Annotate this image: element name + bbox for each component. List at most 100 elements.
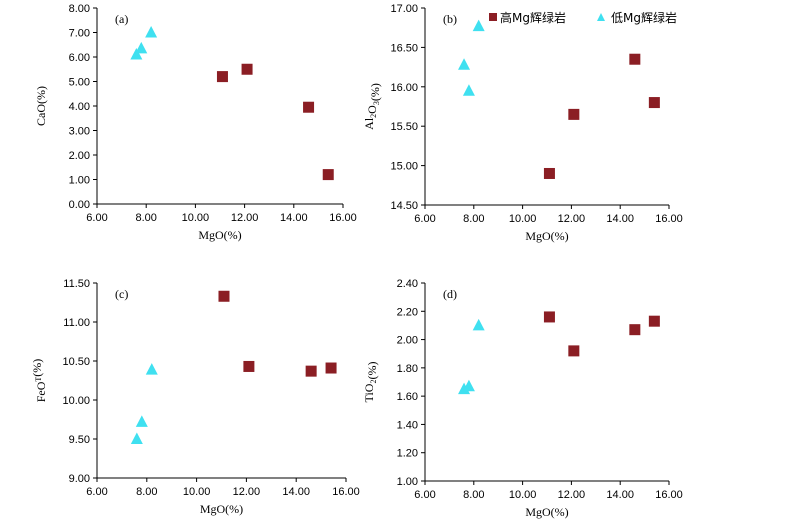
y-tick-label: 15.50 (390, 121, 418, 133)
x-tick-label: 10.00 (182, 212, 210, 224)
chart-panel-3: 9.00 9.50 10.00 10.50 11.00 11.50 6.00 8.00 10.0… (30, 278, 360, 516)
data-point-low-mg (145, 363, 158, 375)
data-point-high-mg (629, 324, 641, 336)
data-point-high-mg (241, 63, 253, 75)
chart-panel-1: 0.00 1.00 2.00 3.00 4.00 5.00 6.00 7.00 8.00 6.00… (34, 3, 357, 242)
legend: 高Mg辉绿岩 低Mg辉绿岩 (489, 10, 677, 25)
x-tick-label: 16.00 (332, 486, 360, 498)
y-tick-label: 11.00 (63, 317, 90, 329)
data-point-low-mg (135, 41, 148, 54)
panel-label: (d) (443, 287, 457, 301)
chart-panel-4: 1.00 1.20 1.40 1.60 1.80 2.00 2.20 2.40 6.00 8.00… (362, 278, 683, 519)
y-tick-label: 6.00 (69, 52, 90, 64)
y-tick-label: 7.00 (69, 28, 90, 40)
data-point-high-mg (322, 169, 334, 181)
legend-high-marker (489, 13, 497, 21)
y-tick-label: 1.40 (397, 419, 418, 431)
y-tick-label: 5.00 (69, 77, 90, 89)
y-tick-label: 3.00 (69, 126, 90, 138)
x-axis-label: MgO(%) (525, 505, 568, 519)
panel-label: (c) (115, 287, 128, 301)
data-point-low-mg (458, 58, 471, 70)
x-tick-label: 14.00 (606, 489, 634, 501)
data-point-low-mg (145, 26, 158, 38)
data-point-high-mg (648, 97, 660, 109)
y-axis-label: TiO2(%) (362, 362, 379, 403)
y-tick-label: 15.00 (390, 161, 418, 173)
y-axis-label: Al2O3(%) (362, 83, 382, 130)
y-tick-label: 1.60 (397, 391, 418, 403)
x-tick-label: 8.00 (136, 486, 157, 498)
x-axis-label: MgO(%) (198, 228, 241, 242)
y-tick-label: 2.00 (397, 335, 418, 347)
x-tick-label: 6.00 (414, 213, 435, 225)
panel-label: (a) (115, 12, 128, 26)
x-tick-label: 6.00 (86, 212, 107, 224)
x-tick-label: 6.00 (86, 486, 107, 498)
x-tick-label: 12.00 (558, 213, 586, 225)
y-tick-label: 16.50 (390, 42, 418, 54)
x-tick-label: 16.00 (655, 489, 683, 501)
data-point-high-mg (218, 290, 230, 302)
x-axis-label: MgO(%) (525, 229, 568, 243)
legend-low-marker (597, 13, 605, 21)
x-tick-label: 14.00 (606, 213, 634, 225)
y-axis-label: CaO(%) (34, 86, 48, 126)
x-tick-label: 12.00 (558, 489, 586, 501)
y-tick-label: 14.50 (390, 200, 418, 212)
y-tick-label: 9.50 (69, 434, 90, 446)
data-point-low-mg (472, 318, 485, 331)
y-tick-label: 9.00 (69, 473, 90, 485)
y-tick-label: 1.00 (397, 476, 418, 488)
x-tick-label: 14.00 (280, 212, 308, 224)
data-point-low-mg (135, 415, 148, 427)
y-tick-label: 10.50 (62, 356, 90, 368)
y-tick-label: 11.50 (63, 278, 90, 290)
data-point-high-mg (303, 101, 315, 113)
y-axis-label: FeOT(%) (30, 359, 48, 403)
x-tick-label: 12.00 (233, 486, 261, 498)
data-point-low-mg (462, 379, 475, 392)
x-tick-label: 8.00 (463, 213, 484, 225)
x-tick-label: 6.00 (414, 489, 435, 501)
data-point-high-mg (568, 108, 580, 120)
data-point-low-mg (130, 48, 143, 60)
y-tick-label: 1.00 (69, 175, 90, 187)
panel-label: (b) (443, 12, 457, 26)
y-tick-label: 1.20 (397, 448, 418, 460)
y-tick-label: 10.00 (62, 395, 90, 407)
y-tick-label: 8.00 (69, 3, 90, 15)
y-tick-label: 2.20 (397, 306, 418, 318)
x-tick-label: 14.00 (282, 486, 310, 498)
x-tick-label: 12.00 (231, 212, 259, 224)
data-point-high-mg (629, 53, 641, 65)
y-tick-label: 0.00 (69, 199, 90, 211)
y-tick-label: 2.00 (69, 150, 90, 162)
legend-high-label: 高Mg辉绿岩 (500, 10, 566, 25)
y-tick-label: 2.40 (397, 278, 418, 290)
data-point-low-mg (472, 19, 485, 32)
y-tick-label: 16.00 (390, 82, 418, 94)
x-tick-label: 16.00 (329, 212, 357, 224)
data-point-high-mg (325, 362, 337, 374)
x-axis-label: MgO(%) (200, 502, 243, 516)
data-point-low-mg (462, 84, 475, 96)
data-point-low-mg (130, 432, 143, 444)
x-tick-label: 10.00 (183, 486, 211, 498)
data-point-high-mg (543, 311, 555, 323)
x-tick-label: 8.00 (463, 489, 484, 501)
data-point-high-mg (216, 71, 228, 83)
y-tick-label: 4.00 (69, 101, 90, 113)
chart-panel-2: 14.50 15.00 15.50 16.00 16.50 17.00 6.00 8.00 10… (362, 3, 683, 243)
x-tick-label: 10.00 (509, 489, 537, 501)
y-tick-label: 1.80 (397, 363, 418, 375)
data-point-high-mg (568, 345, 580, 357)
legend-low-label: 低Mg辉绿岩 (611, 10, 677, 25)
data-point-high-mg (243, 360, 255, 372)
x-tick-label: 10.00 (509, 213, 537, 225)
x-tick-label: 16.00 (655, 213, 683, 225)
data-point-high-mg (305, 365, 317, 377)
data-point-high-mg (543, 167, 555, 179)
data-point-high-mg (648, 315, 660, 327)
